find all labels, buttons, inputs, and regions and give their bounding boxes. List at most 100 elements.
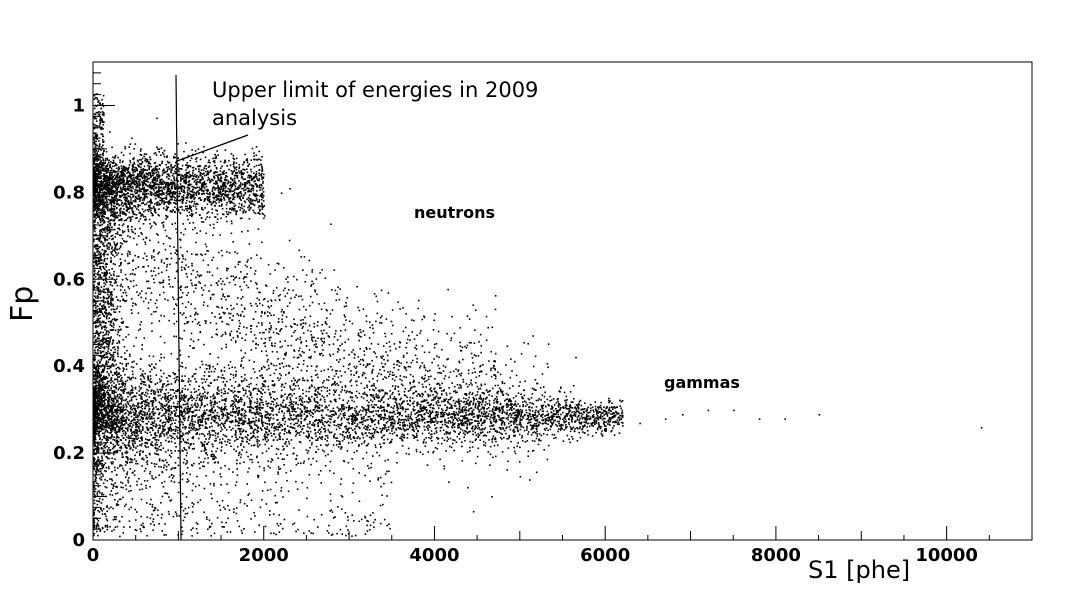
scatter-point — [287, 410, 290, 412]
scatter-point — [160, 379, 162, 382]
scatter-point — [371, 421, 373, 424]
scatter-point — [536, 425, 538, 428]
scatter-point — [508, 422, 510, 425]
scatter-point — [203, 450, 206, 452]
scatter-point — [439, 396, 442, 399]
scatter-point — [367, 416, 370, 418]
scatter-point — [204, 395, 207, 397]
scatter-point — [184, 432, 187, 435]
scatter-point — [116, 393, 119, 396]
scatter-point — [294, 417, 296, 420]
scatter-point — [596, 415, 599, 417]
scatter-point — [396, 462, 398, 464]
scatter-point — [159, 402, 162, 405]
scatter-point — [536, 425, 539, 427]
scatter-point — [510, 408, 513, 410]
scatter-point — [516, 414, 518, 416]
scatter-point — [154, 398, 157, 400]
scatter-point — [116, 423, 118, 425]
scatter-point — [184, 448, 186, 451]
scatter-point — [568, 421, 570, 424]
scatter-point — [196, 433, 198, 435]
scatter-point — [456, 435, 459, 438]
scatter-point — [238, 452, 240, 455]
scatter-point — [111, 410, 113, 413]
scatter-point — [156, 417, 159, 420]
scatter-point — [174, 442, 176, 444]
scatter-point — [391, 430, 393, 432]
scatter-point — [555, 402, 558, 404]
scatter-point — [177, 400, 179, 403]
scatter-point — [197, 419, 200, 422]
scatter-point — [146, 426, 148, 429]
scatter-point — [243, 420, 245, 422]
scatter-point — [129, 392, 132, 395]
scatter-point — [128, 441, 130, 444]
scatter-point — [339, 433, 342, 435]
scatter-point — [105, 439, 108, 442]
scatter-point — [419, 407, 422, 410]
scatter-point — [167, 396, 169, 398]
scatter-point — [201, 421, 203, 423]
scatter-point — [422, 394, 424, 396]
scatter-point — [591, 424, 593, 427]
scatter-point — [415, 432, 418, 435]
scatter-point — [187, 442, 189, 444]
scatter-point — [513, 419, 516, 421]
scatter-point — [508, 409, 511, 411]
scatter-point — [299, 408, 302, 410]
scatter-point — [257, 426, 259, 428]
scatter-point — [318, 410, 321, 413]
scatter-point — [409, 381, 411, 384]
scatter-point — [526, 418, 528, 421]
scatter-point — [225, 429, 228, 431]
scatter-point — [330, 431, 333, 434]
scatter-point — [426, 409, 428, 411]
scatter-point — [265, 450, 268, 453]
scatter-point — [484, 404, 486, 406]
scatter-point — [455, 441, 458, 443]
scatter-point — [295, 430, 297, 433]
scatter-point — [204, 404, 206, 407]
scatter-point — [93, 388, 95, 391]
scatter-point — [228, 413, 231, 415]
scatter-point — [408, 425, 411, 427]
scatter-point — [151, 389, 153, 391]
scatter-point — [127, 402, 129, 404]
scatter-point — [484, 419, 486, 422]
scatter-point — [152, 425, 154, 427]
scatter-point — [244, 430, 247, 432]
scatter-point — [434, 390, 436, 393]
scatter-point — [393, 419, 395, 421]
scatter-point — [157, 394, 160, 397]
scatter-point — [127, 391, 130, 394]
scatter-point — [352, 415, 354, 417]
scatter-point — [171, 398, 173, 400]
scatter-point — [370, 399, 372, 401]
scatter-point — [129, 355, 131, 357]
scatter-point — [301, 401, 304, 404]
scatter-point — [245, 392, 247, 394]
scatter-point — [201, 432, 203, 435]
scatter-point — [309, 398, 311, 401]
scatter-point — [322, 349, 324, 351]
scatter-point — [299, 441, 302, 444]
scatter-point — [194, 429, 197, 432]
scatter-point — [393, 422, 396, 425]
scatter-point — [327, 420, 330, 423]
scatter-point — [203, 388, 206, 391]
scatter-point — [418, 403, 420, 405]
scatter-point — [601, 418, 604, 421]
scatter-point — [278, 435, 281, 437]
scatter-point — [141, 439, 143, 442]
scatter-point — [580, 415, 583, 417]
scatter-point — [448, 413, 451, 416]
scatter-point — [592, 409, 594, 411]
scatter-point — [137, 434, 139, 437]
scatter-point — [389, 419, 392, 421]
scatter-point — [377, 421, 379, 424]
scatter-point — [133, 440, 135, 442]
scatter-point — [361, 374, 364, 377]
scatter-point — [356, 423, 359, 425]
scatter-point — [501, 411, 504, 413]
